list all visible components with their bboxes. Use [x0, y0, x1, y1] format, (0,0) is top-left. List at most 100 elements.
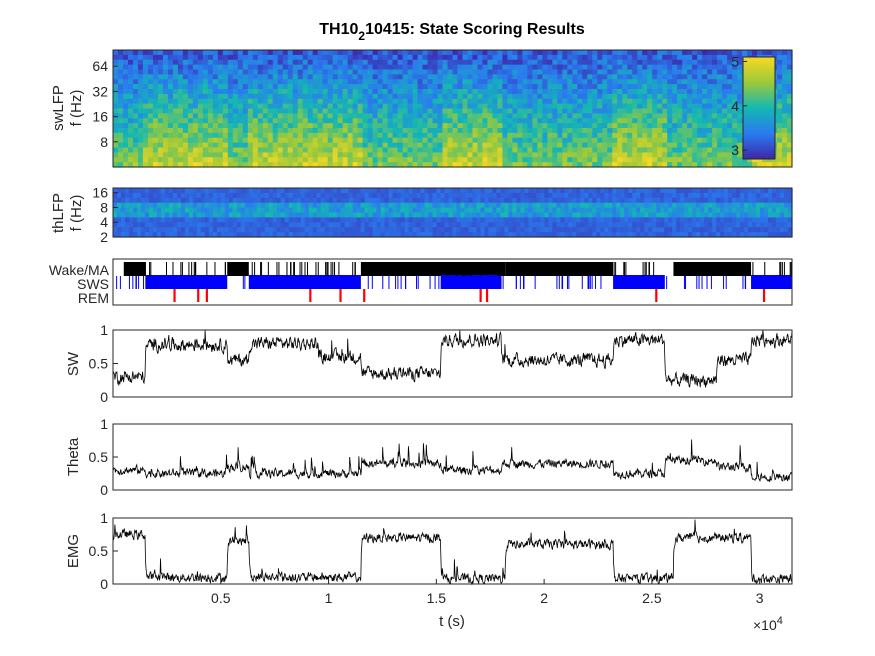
- swlfp-cell: [172, 98, 179, 105]
- swlfp-cell: [732, 128, 738, 134]
- swlfp-cell: [352, 108, 359, 114]
- swlfp-cell: [367, 142, 374, 149]
- swlfp-cell: [362, 54, 369, 61]
- swlfp-cell: [262, 69, 269, 75]
- thlfp-cell: [680, 212, 685, 218]
- swlfp-cell: [677, 152, 683, 158]
- swlfp-cell: [782, 157, 788, 163]
- swlfp-cell: [722, 118, 728, 124]
- swlfp-cell: [347, 142, 354, 149]
- thlfp-cell: [272, 212, 278, 218]
- swlfp-cell: [122, 54, 129, 61]
- thlfp-cell: [464, 188, 470, 194]
- thlfp-cell: [768, 227, 773, 233]
- swlfp-cell: [777, 108, 783, 114]
- swlfp-cell: [687, 54, 693, 61]
- swlfp-cell: [322, 147, 329, 153]
- thlfp-cell: [668, 202, 673, 209]
- swlfp-cell: [612, 152, 618, 158]
- swlfp-cell: [222, 128, 229, 134]
- swlfp-cell: [562, 59, 568, 66]
- swlfp-cell: [667, 162, 673, 168]
- swlfp-cell: [502, 74, 509, 80]
- swlfp-cell: [502, 152, 509, 158]
- swlfp-cell: [452, 108, 459, 114]
- swlfp-cell: [357, 103, 364, 110]
- thlfp-cell: [404, 222, 410, 228]
- swlfp-cell: [622, 147, 628, 153]
- swlfp-cell: [212, 128, 219, 134]
- swlfp-cell: [632, 142, 638, 149]
- swlfp-cell: [667, 98, 673, 105]
- swlfp-cell: [277, 84, 284, 90]
- swlfp-cell: [242, 98, 249, 105]
- swlfp-cell: [642, 54, 648, 61]
- swlfp-cell: [407, 157, 414, 163]
- swlfp-cell: [332, 54, 339, 61]
- swlfp-cell: [337, 98, 344, 105]
- swlfp-cell: [697, 64, 703, 71]
- swlfp-cell: [607, 152, 613, 158]
- swlfp-cell: [392, 59, 399, 66]
- thlfp-cell: [488, 212, 494, 218]
- thlfp-cell: [160, 207, 166, 214]
- thlfp-cell: [612, 202, 617, 209]
- thlfp-cell: [676, 188, 681, 194]
- thlfp-cell: [492, 202, 498, 209]
- swlfp-cell: [502, 98, 509, 105]
- thlfp-cell: [152, 188, 158, 194]
- thlfp-cell: [620, 197, 625, 204]
- swlfp-cell: [702, 128, 708, 134]
- thlfp-cell: [324, 227, 330, 233]
- thlfp-cell: [240, 212, 246, 218]
- thlfp-cell: [204, 197, 210, 204]
- swlfp-cell: [197, 108, 204, 114]
- swlfp-cell: [187, 103, 194, 110]
- thlfp-cell: [600, 188, 605, 194]
- thlfp-cell: [164, 227, 170, 233]
- swlfp-cell: [217, 162, 224, 168]
- thlfp-cell: [480, 227, 486, 233]
- thlfp-cell: [364, 217, 370, 223]
- thlfp-cell: [440, 217, 446, 223]
- thlfp-cell: [116, 207, 122, 214]
- swlfp-cell: [407, 93, 414, 100]
- thlfp-cell: [124, 197, 130, 204]
- swlfp-cell: [497, 132, 504, 139]
- thlfp-cell: [128, 207, 134, 214]
- swlfp-cell: [657, 142, 663, 149]
- swlfp-cell: [517, 118, 523, 124]
- thlfp-cell: [648, 207, 653, 214]
- thlfp-cell: [464, 227, 470, 233]
- swlfp-cell: [142, 132, 149, 139]
- swlfp-cell: [407, 59, 414, 66]
- swlfp-cell: [377, 89, 384, 95]
- thlfp-cell: [600, 197, 605, 204]
- thlfp-cell: [764, 197, 769, 204]
- swlfp-cell: [712, 89, 718, 95]
- swlfp-cell: [137, 152, 144, 158]
- swlfp-cell: [202, 118, 209, 124]
- swlfp-cell: [487, 162, 494, 168]
- thlfp-cell: [268, 232, 274, 238]
- swlfp-ytick-label: 8: [100, 134, 108, 150]
- thlfp-cell: [200, 202, 206, 209]
- swlfp-cell: [167, 74, 174, 80]
- swlfp-cell: [422, 98, 429, 105]
- swlfp-cell: [612, 108, 618, 114]
- thlfp-cell: [132, 217, 138, 223]
- thlfp-cell: [352, 207, 358, 214]
- swlfp-cell: [732, 142, 738, 149]
- swlfp-cell: [442, 137, 449, 144]
- thlfp-cell: [212, 188, 218, 194]
- swlfp-cell: [362, 64, 369, 71]
- swlfp-cell: [242, 137, 249, 144]
- thlfp-cell: [620, 188, 625, 194]
- swlfp-cell: [687, 98, 693, 105]
- swlfp-cell: [117, 108, 124, 114]
- thlfp-cell: [604, 202, 609, 209]
- swlfp-cell: [367, 132, 374, 139]
- swlfp-cell: [217, 79, 224, 85]
- thlfp-cell: [380, 232, 386, 238]
- thlfp-cell: [252, 222, 258, 228]
